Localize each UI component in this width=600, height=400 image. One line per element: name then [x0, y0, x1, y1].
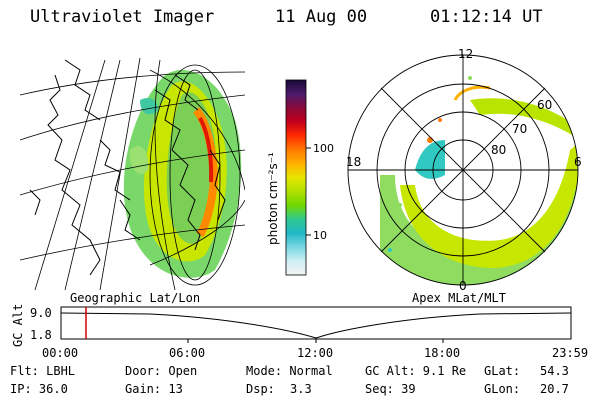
right-map-label: Apex MLat/MLT [412, 291, 506, 305]
colorbar-unit-label: photon cm⁻²s⁻¹ [266, 152, 280, 245]
colorbar-tick-100: 100 [313, 142, 334, 155]
polar-map: 12 0 18 6 60 70 80 [346, 47, 582, 293]
door-info: Door: Open [125, 364, 198, 378]
instrument-title: Ultraviolet Imager [30, 7, 215, 27]
observation-time: 01:12:14 UT [430, 7, 543, 27]
colorbar: 100 10 photon cm⁻²s⁻¹ [266, 79, 334, 276]
filter-info: Flt: LBHL [10, 364, 76, 378]
lat-label-80: 80 [491, 143, 506, 157]
mode-info: Mode: Normal [246, 364, 333, 378]
timeline-ytick-9: 9.0 [30, 306, 52, 320]
gc-alt-info: GC Alt: 9.1 Re [365, 364, 467, 378]
auroral-emission-left [123, 70, 242, 278]
ip-info: IP: 36.0 [10, 382, 68, 396]
mlt-label-midnight: 0 [459, 279, 467, 293]
lat-label-60: 60 [537, 98, 552, 112]
mlt-label-noon: 12 [458, 47, 473, 61]
coastlines [29, 59, 226, 276]
glat-label: GLat: [484, 364, 521, 378]
timeline-xtick-0600: 06:00 [169, 346, 206, 360]
timeline-frame [60, 306, 572, 340]
timeline-xtick-1800: 18:00 [424, 346, 461, 360]
gain-info: Gain: 13 [125, 382, 183, 396]
seq-info: Seq: 39 [365, 382, 416, 396]
mlt-label-dusk: 18 [346, 155, 361, 169]
auroral-emission-right [380, 76, 578, 285]
timeline-xtick-2359: 23:59 [552, 346, 589, 360]
altitude-curve [60, 312, 572, 339]
colorbar-scale [285, 79, 307, 276]
lat-lon-grid [20, 57, 245, 290]
dsp-label: Dsp: [246, 382, 275, 396]
glon-label: GLon: [484, 382, 521, 396]
timeline-y-axis-label: GC Alt [11, 304, 25, 347]
glon-value: 20.7 [540, 382, 569, 396]
glat-value: 54.3 [540, 364, 569, 378]
timeline-xtick-1200: 12:00 [297, 346, 334, 360]
dsp-value: 3.3 [290, 382, 312, 396]
timeline-xtick-0000: 00:00 [42, 346, 79, 360]
left-map-label: Geographic Lat/Lon [70, 291, 200, 305]
polar-grid [347, 54, 579, 286]
timeline-ytick-1-8: 1.8 [30, 328, 52, 342]
geographic-map [20, 57, 245, 290]
colorbar-tick-10: 10 [313, 229, 327, 242]
altitude-timeline: GC Alt [11, 304, 572, 347]
observation-date: 11 Aug 00 [275, 7, 368, 27]
mlt-label-dawn: 6 [574, 155, 582, 169]
lat-label-70: 70 [512, 122, 527, 136]
